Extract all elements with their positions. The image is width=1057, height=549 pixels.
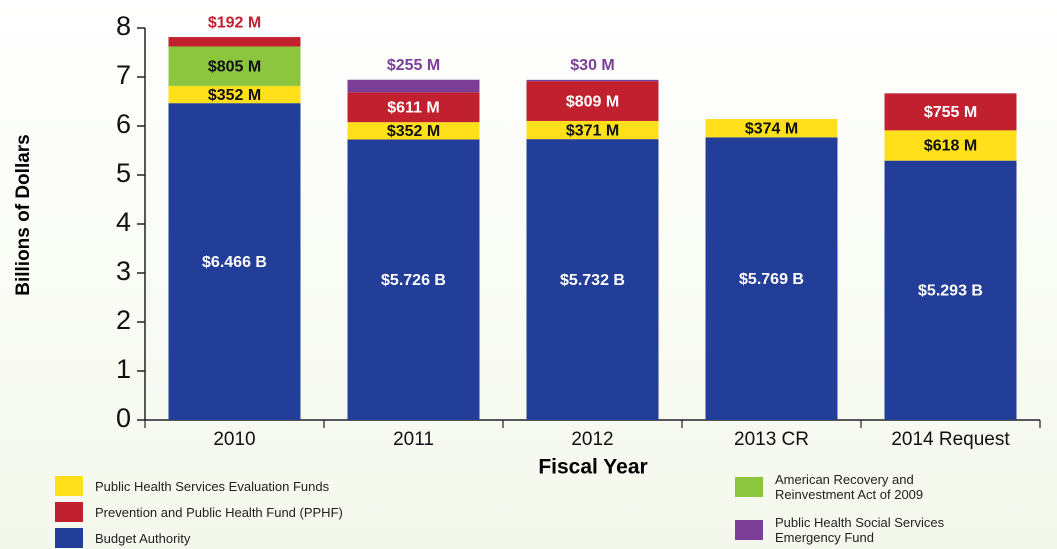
bar-segment [347, 92, 480, 123]
y-tick-label: 3 [116, 256, 131, 286]
legend-swatch [55, 476, 83, 496]
legend-swatch [55, 502, 83, 522]
legend-label: American Recovery and Reinvestment Act o… [775, 472, 924, 502]
bar-segment [168, 37, 301, 47]
value-label: $5.726 B [381, 272, 446, 289]
x-tick-label: 2012 [571, 429, 613, 450]
bar-segment [705, 118, 838, 138]
x-tick-label: 2011 [393, 429, 434, 450]
x-tick-label: 2014 Request [891, 429, 1010, 450]
y-tick-label: 8 [116, 11, 131, 41]
y-tick-label: 0 [116, 403, 131, 433]
y-tick-label: 6 [116, 109, 131, 139]
y-tick-label: 5 [116, 158, 131, 188]
legend-item: Budget Authority [55, 528, 435, 548]
bar-segment [526, 81, 659, 121]
value-label: $618 M [924, 138, 977, 155]
bar-segment [168, 103, 301, 420]
value-label: $352 M [208, 87, 261, 104]
bar-segment [168, 46, 301, 86]
bar-segment [884, 130, 1017, 161]
bar-segment [705, 137, 838, 420]
value-label: $5.732 B [560, 272, 625, 289]
x-axis-title: Fiscal Year [538, 456, 647, 479]
value-label: $255 M [387, 57, 440, 74]
y-tick-label: 2 [116, 305, 131, 335]
bar-segment [884, 93, 1017, 131]
value-label: $6.466 B [202, 254, 267, 271]
bar-segment [347, 139, 480, 420]
y-tick-label: 7 [116, 60, 131, 90]
legend-label: Public Health Social Services Emergency … [775, 515, 945, 545]
legend-item: Prevention and Public Health Fund (PPHF) [55, 502, 435, 522]
value-label: $755 M [924, 104, 977, 121]
value-label: $809 M [566, 93, 619, 110]
value-label: $374 M [745, 120, 798, 137]
value-label: $352 M [387, 123, 440, 140]
value-label: $30 M [570, 57, 614, 74]
legend-label: Prevention and Public Health Fund (PPHF) [95, 504, 343, 520]
bar-segment [884, 160, 1017, 420]
x-tick-label: 2010 [213, 429, 255, 450]
legend-label: Public Health Services Evaluation Funds [95, 478, 330, 494]
legend-label: Budget Authority [95, 530, 191, 546]
legend-swatch [55, 528, 83, 548]
value-label: $805 M [208, 58, 261, 75]
value-label: $611 M [387, 99, 439, 116]
legend-item: Public Health Services Evaluation Funds [55, 476, 435, 496]
legend-swatch [735, 477, 763, 497]
value-label: $5.769 B [739, 271, 804, 288]
bar-segment [526, 139, 659, 420]
bar-segment [526, 79, 659, 82]
y-tick-label: 1 [116, 354, 131, 384]
bar-segment [526, 120, 659, 140]
value-label: $5.293 B [918, 283, 983, 300]
y-tick-label: 4 [116, 207, 131, 237]
legend-item: Public Health Social Services Emergency … [735, 515, 985, 545]
value-label: $192 M [208, 14, 261, 31]
bar-segment [347, 79, 480, 93]
legend-item: American Recovery and Reinvestment Act o… [735, 472, 985, 502]
bar-segment [168, 85, 301, 104]
y-axis-title: Billions of Dollars [13, 134, 34, 296]
legend-swatch [735, 520, 763, 540]
x-tick-label: 2013 CR [734, 429, 809, 450]
bar-segment [347, 122, 480, 140]
value-label: $371 M [566, 122, 619, 139]
